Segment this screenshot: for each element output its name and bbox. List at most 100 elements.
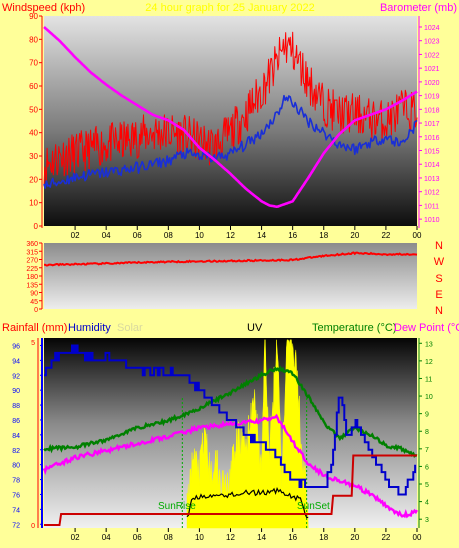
- barometer-tick-label: 1022: [424, 52, 440, 59]
- x-tick-label: 08: [164, 533, 173, 542]
- humidity-tick-label: 76: [12, 492, 20, 499]
- humidity-tick-label: 80: [12, 463, 20, 470]
- direction-tick-label: 0: [34, 307, 38, 314]
- windspeed-series-line: [43, 31, 418, 187]
- x-tick-label: 12: [226, 231, 235, 240]
- temperature-tick-label: 7: [425, 447, 429, 454]
- windspeed-tick-label: 10: [29, 199, 38, 208]
- windspeed-tick-label: 80: [29, 35, 38, 44]
- temperature-tick-label: 8: [425, 429, 429, 436]
- x-tick-label: 10: [195, 533, 204, 542]
- humidity-tick-label: 92: [12, 373, 20, 380]
- windspeed-tick-label: 90: [29, 12, 38, 21]
- direction-tick-label: 180: [26, 274, 38, 281]
- chart-title: 24 hour graph for 25 January 2022: [145, 2, 314, 14]
- humidity-tick-label: 86: [12, 418, 20, 425]
- humidity-tick-label: 72: [12, 522, 20, 529]
- uv-legend-label: UV: [247, 322, 263, 334]
- humidity-series-line: [44, 344, 417, 496]
- barometer-tick-label: 1018: [424, 107, 440, 114]
- windspeed-tick-label: 60: [29, 82, 38, 91]
- barometer-axis-title: Barometer (mb): [380, 2, 457, 14]
- barometer-series-line: [43, 26, 418, 208]
- x-tick-label: 02: [71, 231, 80, 240]
- barometer-tick-label: 1010: [424, 217, 440, 224]
- solar-series-area: [186, 339, 309, 529]
- temperature-tick-label: 10: [425, 394, 433, 401]
- temperature-tick-label: 3: [425, 517, 429, 524]
- compass-e: E: [435, 289, 442, 301]
- humidity-tick-label: 88: [12, 403, 20, 410]
- x-tick-label: 20: [350, 533, 359, 542]
- compass-n-top: N: [435, 240, 443, 252]
- x-tick-label: 14: [257, 231, 266, 240]
- barometer-tick-label: 1021: [424, 66, 440, 73]
- humidity-tick-label: 82: [12, 448, 20, 455]
- x-tick-label: 00: [413, 231, 422, 240]
- barometer-tick-label: 1012: [424, 190, 440, 197]
- compass-n-bottom: N: [435, 305, 443, 317]
- windspeed-axis-title: Windspeed (kph): [2, 2, 85, 14]
- barometer-tick-label: 1017: [424, 121, 440, 128]
- barometer-tick-label: 1020: [424, 80, 440, 87]
- humidity-tick-label: 96: [12, 343, 20, 350]
- humidity-tick-label: 78: [12, 478, 20, 485]
- solar-legend-label: Solar: [117, 322, 143, 334]
- x-tick-label: 00: [413, 533, 422, 542]
- barometer-tick-label: 1013: [424, 176, 440, 183]
- humidity-tick-label: 90: [12, 388, 20, 395]
- rainfall-axis-title: Rainfall (mm): [2, 322, 67, 334]
- direction-tick-label: 225: [26, 266, 38, 273]
- compass-s: S: [435, 273, 442, 285]
- windspeed-tick-label: 50: [29, 105, 38, 114]
- direction-tick-label: 90: [30, 291, 38, 298]
- barometer-tick-label: 1024: [424, 25, 440, 32]
- barometer-tick-label: 1023: [424, 39, 440, 46]
- humidity-tick-label: 94: [12, 358, 20, 365]
- windspeed-tick-label: 0: [34, 222, 39, 231]
- sunrise-label: SunRise: [158, 501, 196, 512]
- rainfall-series-line: [44, 454, 417, 526]
- humidity-tick-label: 74: [12, 507, 20, 514]
- x-tick-label: 20: [350, 231, 359, 240]
- windspeed-tick-label: 30: [29, 152, 38, 161]
- x-tick-label: 12: [226, 533, 235, 542]
- x-tick-label: 22: [381, 533, 390, 542]
- barometer-tick-label: 1015: [424, 149, 440, 156]
- barometer-tick-label: 1014: [424, 162, 440, 169]
- temperature-tick-label: 11: [425, 376, 432, 383]
- temperature-tick-label: 13: [425, 341, 433, 348]
- x-tick-label: 10: [195, 231, 204, 240]
- windspeed-tick-label: 20: [29, 175, 38, 184]
- rainfall-tick-label: 5: [31, 340, 35, 347]
- windspeed-tick-label: 40: [29, 129, 38, 138]
- x-tick-label: 04: [102, 533, 111, 542]
- windspeed-tick-label: 70: [29, 59, 38, 68]
- direction-tick-label: 135: [26, 282, 38, 289]
- x-tick-label: 04: [102, 231, 111, 240]
- temperature-axis-title: Temperature (°C): [312, 322, 396, 334]
- direction-tick-label: 360: [26, 241, 38, 248]
- temperature-tick-label: 6: [425, 464, 429, 471]
- x-tick-label: 16: [288, 533, 297, 542]
- temperature-tick-label: 5: [425, 482, 429, 489]
- compass-w: W: [434, 256, 445, 268]
- direction-tick-label: 315: [26, 249, 38, 256]
- temperature-tick-label: 4: [425, 500, 429, 507]
- x-tick-label: 16: [288, 231, 297, 240]
- direction-tick-label: 45: [30, 299, 38, 306]
- uv-series-line: [186, 486, 309, 519]
- direction-tick-label: 270: [26, 258, 38, 265]
- x-tick-label: 22: [381, 231, 390, 240]
- temperature-tick-label: 12: [425, 359, 433, 366]
- x-tick-label: 02: [71, 533, 80, 542]
- barometer-tick-label: 1019: [424, 94, 440, 101]
- wind-direction-series-line: [44, 251, 418, 267]
- x-tick-label: 14: [257, 533, 266, 542]
- dew-point-axis-title: Dew Point (°C): [394, 322, 459, 334]
- rainfall-tick-label: 0: [31, 523, 35, 530]
- barometer-tick-label: 1011: [424, 203, 439, 210]
- wind-average-series-line: [43, 94, 418, 189]
- x-tick-label: 08: [164, 231, 173, 240]
